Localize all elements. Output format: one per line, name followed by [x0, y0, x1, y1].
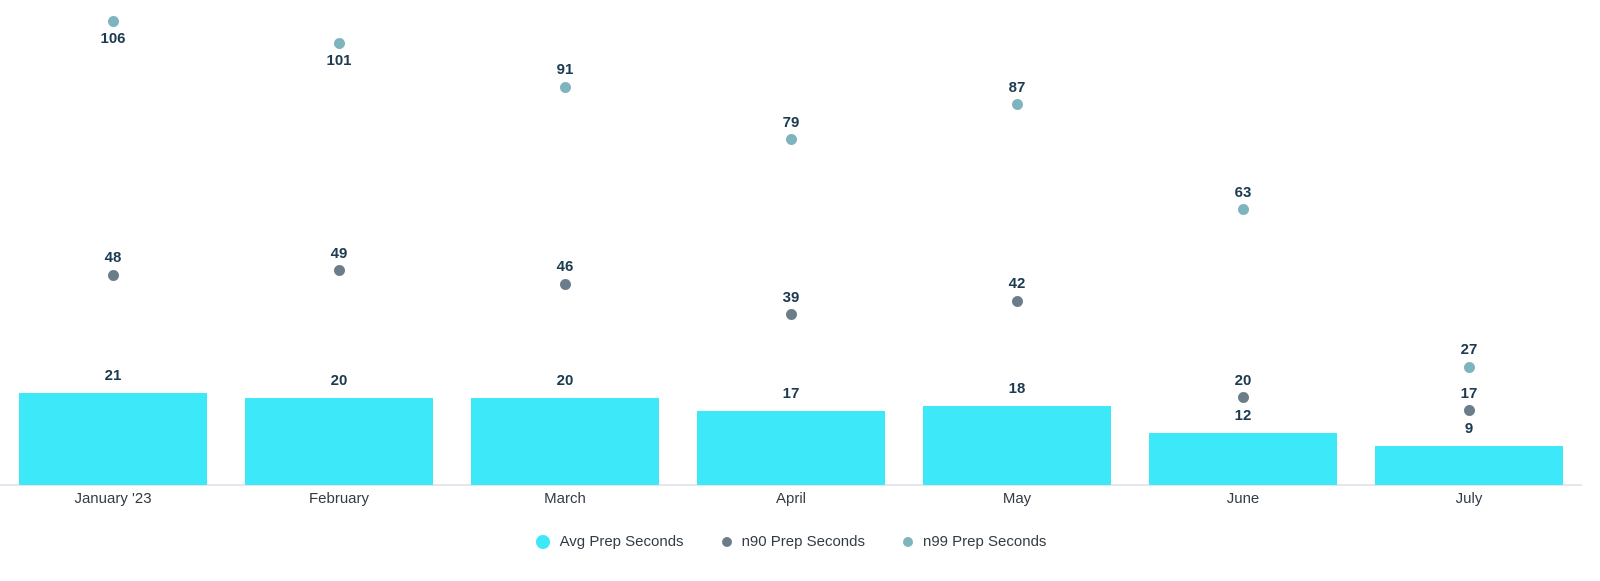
- bar-july[interactable]: [1375, 445, 1563, 485]
- n99-prep-seconds-value-label-february: 101: [326, 51, 352, 69]
- legend-item-n99-prep-seconds[interactable]: n99 Prep Seconds: [902, 533, 1047, 550]
- x-axis-label-april: April: [775, 490, 806, 507]
- n99-prep-seconds-marker-icon: [902, 536, 913, 547]
- n99-prep-seconds-value-label-may: 87: [1008, 78, 1026, 96]
- chart-legend: Avg Prep Seconds n90 Prep Seconds n99 Pr…: [0, 533, 1582, 550]
- legend-item-n90-prep-seconds[interactable]: n90 Prep Seconds: [721, 533, 865, 550]
- legend-label-n99-prep-seconds: n99 Prep Seconds: [922, 533, 1047, 550]
- n99-prep-seconds-point-july[interactable]: [1463, 361, 1475, 373]
- bar-value-label-january-23: 21: [104, 367, 122, 385]
- bar-value-label-june: 12: [1234, 406, 1252, 424]
- n90-prep-seconds-value-label-july: 17: [1460, 384, 1478, 402]
- bar-february[interactable]: [245, 397, 433, 485]
- bar-april[interactable]: [697, 410, 885, 485]
- x-axis-label-may: May: [1002, 490, 1032, 507]
- n90-prep-seconds-value-label-january-23: 48: [104, 249, 122, 267]
- n99-prep-seconds-point-january-23[interactable]: [107, 16, 119, 28]
- avg-prep-seconds-marker-icon: [535, 534, 550, 549]
- bar-value-label-march: 20: [556, 371, 574, 389]
- n90-prep-seconds-value-label-june: 20: [1234, 371, 1252, 389]
- n99-prep-seconds-value-label-april: 79: [782, 113, 800, 131]
- bar-january-23[interactable]: [19, 393, 207, 485]
- n90-prep-seconds-point-june[interactable]: [1237, 392, 1249, 404]
- bar-june[interactable]: [1149, 432, 1337, 485]
- n99-prep-seconds-point-april[interactable]: [785, 134, 797, 146]
- n90-prep-seconds-value-label-may: 42: [1008, 275, 1026, 293]
- n99-prep-seconds-point-february[interactable]: [333, 38, 345, 50]
- n90-prep-seconds-point-january-23[interactable]: [107, 269, 119, 281]
- n99-prep-seconds-value-label-january-23: 106: [100, 29, 126, 47]
- bar-march[interactable]: [471, 397, 659, 485]
- n90-prep-seconds-value-label-march: 46: [556, 258, 574, 275]
- bar-value-label-may: 18: [1008, 380, 1026, 398]
- n90-prep-seconds-point-april[interactable]: [785, 309, 797, 321]
- n90-prep-seconds-marker-icon: [721, 536, 732, 547]
- n90-prep-seconds-point-march[interactable]: [559, 278, 571, 290]
- n99-prep-seconds-value-label-march: 91: [556, 61, 574, 79]
- n99-prep-seconds-value-label-july: 27: [1460, 341, 1478, 359]
- n90-prep-seconds-point-july[interactable]: [1463, 405, 1475, 417]
- x-axis-label-february: February: [308, 490, 370, 507]
- n90-prep-seconds-value-label-february: 49: [330, 244, 348, 262]
- x-axis-line: [0, 484, 1582, 486]
- n90-prep-seconds-value-label-april: 39: [782, 288, 800, 306]
- x-axis-label-june: June: [1226, 490, 1260, 507]
- n90-prep-seconds-point-may[interactable]: [1011, 295, 1023, 307]
- bar-may[interactable]: [923, 406, 1111, 485]
- legend-item-avg-prep-seconds[interactable]: Avg Prep Seconds: [535, 533, 684, 550]
- n99-prep-seconds-point-june[interactable]: [1237, 204, 1249, 216]
- n99-prep-seconds-value-label-june: 63: [1234, 183, 1252, 201]
- bar-value-label-february: 20: [330, 371, 348, 389]
- n99-prep-seconds-point-march[interactable]: [559, 81, 571, 93]
- n90-prep-seconds-point-february[interactable]: [333, 265, 345, 277]
- legend-label-avg-prep-seconds: Avg Prep Seconds: [559, 533, 684, 550]
- x-axis-label-march: March: [544, 490, 586, 507]
- bar-value-label-april: 17: [782, 384, 800, 402]
- n99-prep-seconds-point-may[interactable]: [1011, 99, 1023, 111]
- x-axis-label-july: July: [1455, 490, 1483, 507]
- bar-value-label-july: 9: [1464, 419, 1474, 437]
- x-axis-label-january-23: January '23: [74, 490, 152, 507]
- legend-label-n90-prep-seconds: n90 Prep Seconds: [741, 533, 865, 550]
